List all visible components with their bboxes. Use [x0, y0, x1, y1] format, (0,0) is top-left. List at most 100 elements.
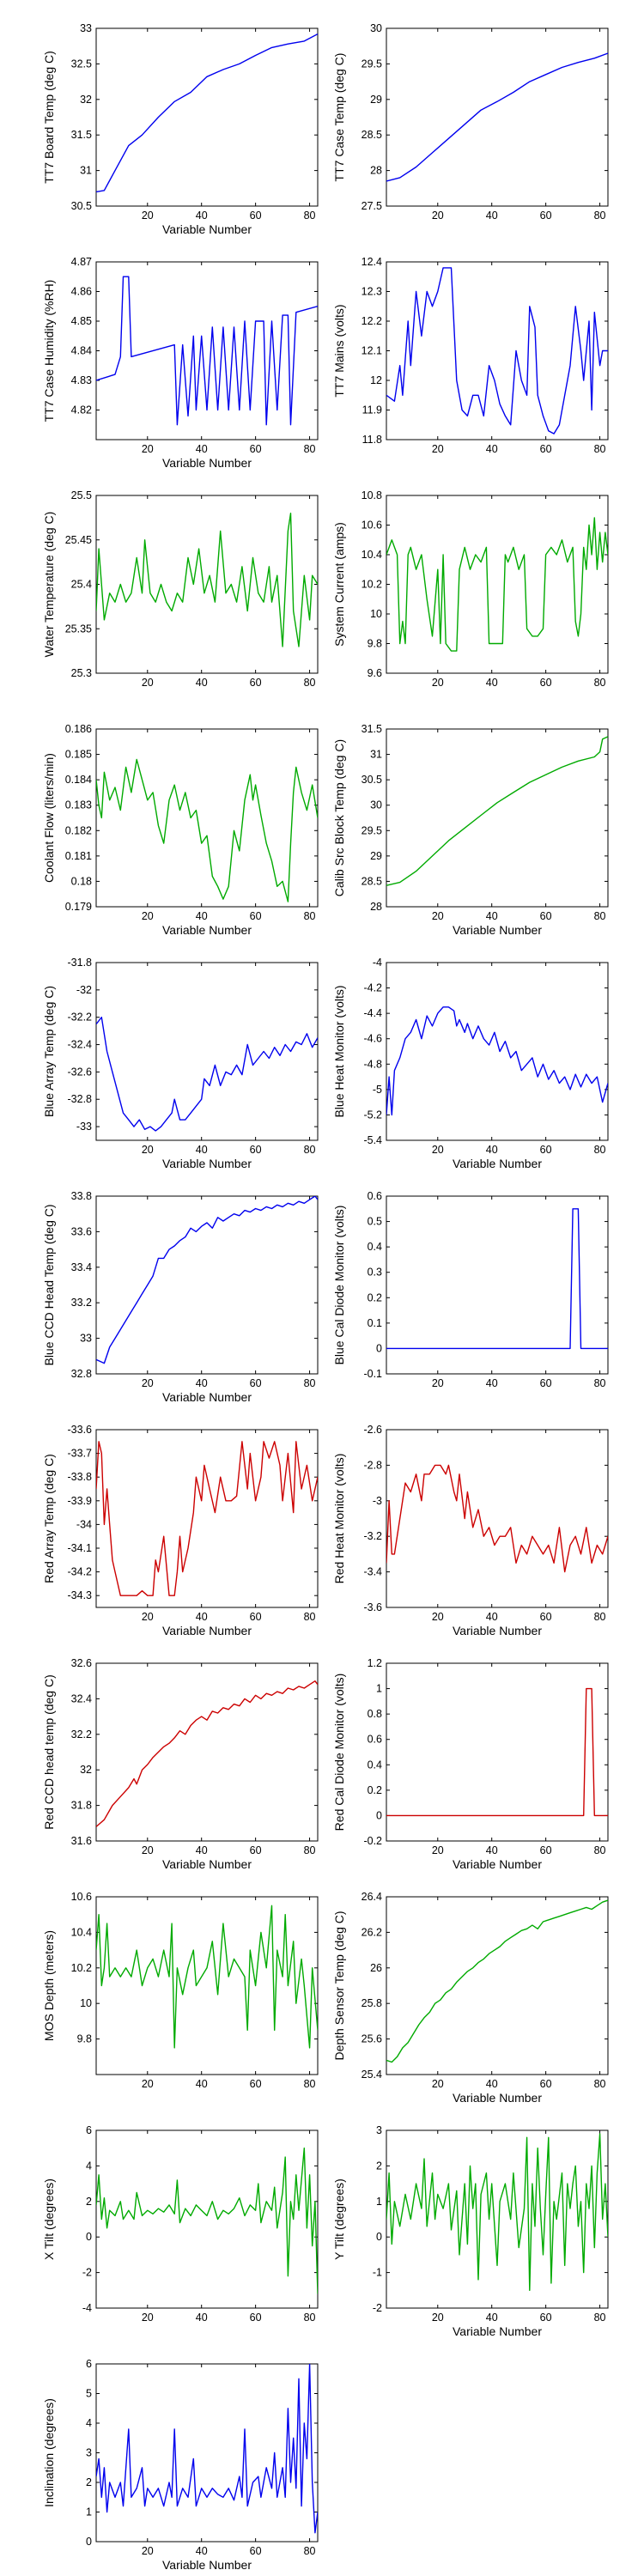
y-tick-label: 0	[376, 1342, 382, 1354]
x-tick-label: 20	[142, 1844, 154, 1856]
chart-panel-18: 20 40 60 80 25.4 25.6 25.8 26 26.2 26.4 Variable N…	[332, 1891, 609, 2105]
y-tick-label: 10.4	[71, 1926, 92, 1938]
y-axis-label: TT7 Case Temp (deg C)	[332, 53, 346, 182]
y-tick-label: 0.8	[368, 1708, 382, 1720]
y-axis-label: Water Temperature (deg C)	[42, 512, 56, 658]
y-tick-label: -3.4	[363, 1566, 382, 1578]
x-tick-label: 60	[250, 2078, 262, 2090]
x-tick-label: 20	[142, 2545, 154, 2557]
y-tick-label: 0.18	[71, 875, 92, 887]
y-tick-label: 30	[370, 799, 382, 811]
chart-panel-19: 20 40 60 80 -4 -2 0 2 4 6 X Tilt (degrees)	[42, 2124, 319, 2324]
y-tick-label: 0.179	[65, 901, 92, 913]
y-tick-label: -4.4	[363, 1007, 382, 1019]
chart-panel-7: 20 40 60 80 0.179 0.18 0.181 0.182 0.183 0.184 0.1…	[42, 723, 319, 937]
y-tick-label: 33.4	[71, 1261, 92, 1273]
chart-panel-11: 20 40 60 80 32.8 33 33.2 33.4 33.6 33.8 Variable N…	[42, 1190, 319, 1404]
plot-frame	[386, 1195, 609, 1375]
chart-panel-15: 20 40 60 80 31.6 31.8 32 32.2 32.4 32.6 Variable N…	[42, 1657, 319, 1871]
y-tick-label: -0.2	[363, 1835, 382, 1847]
y-tick-label: 11.9	[362, 404, 382, 416]
y-tick-label: 32.4	[71, 1692, 92, 1704]
y-tick-label: 4.84	[71, 345, 92, 357]
x-tick-label: 60	[250, 443, 262, 455]
y-axis-label: TT7 Mains (volts)	[332, 304, 346, 397]
y-tick-label: -4.2	[363, 982, 382, 994]
y-tick-label: 25.45	[65, 534, 92, 546]
chart-panel-17: 20 40 60 80 9.8 10 10.2 10.4 10.6 MOS Depth (mete…	[42, 1891, 319, 2090]
y-tick-label: -2	[82, 2267, 92, 2279]
chart-panel-20: 20 40 60 80 -2 -1 0 1 2 3 Variable Number Y Tilt (d…	[332, 2124, 609, 2338]
x-tick-label: 20	[142, 1377, 154, 1389]
x-tick-label: 80	[594, 677, 606, 689]
x-tick-label: 80	[594, 2078, 606, 2090]
y-tick-label: -32.4	[68, 1039, 93, 1051]
series-line	[386, 1006, 608, 1116]
y-axis-label: TT7 Case Humidity (%RH)	[42, 280, 56, 422]
x-tick-label: 40	[196, 1611, 208, 1623]
x-tick-label: 80	[594, 1144, 606, 1156]
x-tick-label: 60	[250, 2545, 262, 2557]
y-tick-label: 33.2	[71, 1297, 92, 1309]
x-tick-label: 40	[486, 677, 498, 689]
y-tick-label: -34.1	[68, 1542, 93, 1554]
y-tick-label: -32.8	[68, 1093, 93, 1105]
chart-panel-1: 20 40 60 80 30.5 31 31.5 32 32.5 33 Variable Numbe…	[42, 22, 319, 236]
y-tick-label: 6	[86, 2124, 92, 2136]
plot-frame	[95, 1896, 319, 2075]
x-tick-label: 40	[196, 1377, 208, 1389]
series-line	[96, 758, 318, 902]
plot-frame	[386, 2129, 609, 2309]
y-axis-label: Red Heat Monitor (volts)	[332, 1454, 346, 1584]
y-tick-label: 4	[86, 2160, 92, 2172]
y-tick-label: -34.3	[68, 1589, 93, 1601]
y-tick-label: 0	[376, 1809, 382, 1821]
y-tick-label: 2	[86, 2196, 92, 2208]
y-tick-label: 29.5	[361, 824, 382, 836]
y-axis-label: Y Tilt (degrees)	[332, 2178, 346, 2260]
y-tick-label: 31.8	[71, 1800, 92, 1812]
y-tick-label: 4.85	[71, 315, 92, 327]
x-axis-label: Variable Number	[162, 1390, 252, 1404]
x-tick-label: 80	[594, 2312, 606, 2324]
y-tick-label: 10.8	[361, 489, 382, 501]
y-tick-label: -4	[82, 2302, 92, 2314]
series-line	[96, 1196, 318, 1364]
y-tick-label: 0.4	[368, 1759, 382, 1771]
y-tick-label: 32.8	[71, 1368, 92, 1380]
x-tick-label: 60	[250, 910, 262, 922]
series-line	[386, 1687, 608, 1817]
x-tick-label: 40	[196, 677, 208, 689]
y-tick-label: -33.7	[68, 1448, 93, 1460]
x-tick-label: 40	[196, 1844, 208, 1856]
x-tick-label: 80	[594, 1611, 606, 1623]
x-axis-label: Variable Number	[453, 2091, 542, 2105]
plot-frame	[95, 1195, 319, 1375]
x-tick-label: 20	[142, 2312, 154, 2324]
x-tick-label: 20	[142, 677, 154, 689]
x-tick-label: 80	[594, 1377, 606, 1389]
y-axis-label: Red Cal Diode Monitor (volts)	[332, 1674, 346, 1832]
y-tick-label: 26	[370, 1962, 382, 1974]
x-tick-label: 20	[432, 2078, 444, 2090]
chart-panel-8: 20 40 60 80 28 28.5 29 29.5 30 30.5 31 31.5 Variable…	[332, 723, 609, 937]
y-tick-label: 0	[86, 2536, 92, 2548]
plot-frame	[95, 962, 319, 1141]
y-tick-label: -33.6	[68, 1424, 93, 1436]
x-tick-label: 80	[304, 443, 316, 455]
y-tick-label: 28	[370, 901, 382, 913]
y-tick-label: 25.4	[71, 579, 92, 591]
y-tick-label: 0.6	[368, 1734, 382, 1746]
y-tick-label: 25.6	[361, 2033, 382, 2045]
x-tick-label: 20	[432, 910, 444, 922]
y-tick-label: 32.2	[71, 1728, 92, 1741]
y-tick-label: -2.8	[363, 1459, 382, 1471]
y-tick-label: 31	[80, 165, 92, 177]
x-axis-label: Variable Number	[453, 923, 542, 937]
y-tick-label: 0.186	[65, 723, 92, 735]
x-tick-label: 80	[594, 910, 606, 922]
chart-panel-5: 20 40 60 80 25.3 25.35 25.4 25.45 25.5 Water Temp…	[42, 489, 319, 689]
y-tick-label: 3	[376, 2124, 382, 2136]
x-axis-label: Variable Number	[453, 1624, 542, 1637]
y-tick-label: 4	[86, 2417, 92, 2429]
